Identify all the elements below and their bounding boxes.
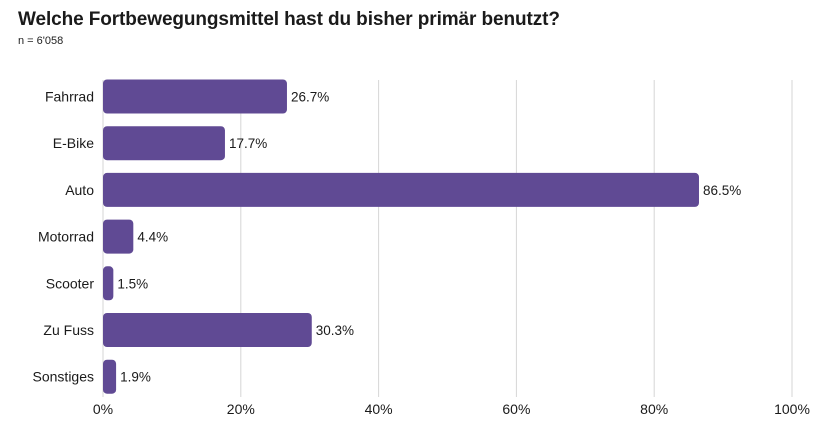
bar-auto	[103, 172, 699, 207]
category-label: Scooter	[46, 275, 95, 291]
category-label: Motorrad	[38, 229, 94, 245]
category-label: E-Bike	[53, 135, 94, 151]
x-tick-label: 100%	[774, 401, 810, 417]
bar-fahrrad	[103, 79, 287, 114]
category-label: Auto	[65, 182, 94, 198]
x-tick-label: 60%	[502, 401, 530, 417]
value-label: 17.7%	[229, 136, 267, 151]
bar-motorrad	[103, 219, 134, 254]
category-label: Fahrrad	[45, 89, 94, 105]
category-label: Zu Fuss	[43, 322, 94, 338]
value-label: 4.4%	[137, 230, 168, 245]
bars	[103, 79, 699, 394]
value-label: 1.9%	[120, 370, 151, 385]
value-label: 30.3%	[316, 323, 354, 338]
value-label: 26.7%	[291, 90, 329, 105]
x-tick-label: 40%	[365, 401, 393, 417]
labels: 0% 20% 40% 60% 80% 100% Fahrrad 26.7% E-Bike 17.7…	[33, 89, 810, 418]
category-label: Sonstiges	[33, 369, 94, 385]
value-label: 86.5%	[703, 183, 741, 198]
bar-scooter	[103, 266, 114, 301]
bar-e-bike	[103, 126, 225, 161]
x-tick-label: 80%	[640, 401, 668, 417]
bar-zu-fuss	[103, 313, 312, 347]
chart-subtitle: n = 6'058	[18, 35, 64, 47]
value-label: 1.5%	[117, 276, 148, 291]
x-tick-label: 0%	[93, 401, 113, 417]
x-tick-label: 20%	[227, 401, 255, 417]
chart-title: Welche Fortbewegungsmittel hast du bishe…	[18, 9, 560, 30]
bar-sonstiges	[103, 359, 117, 394]
